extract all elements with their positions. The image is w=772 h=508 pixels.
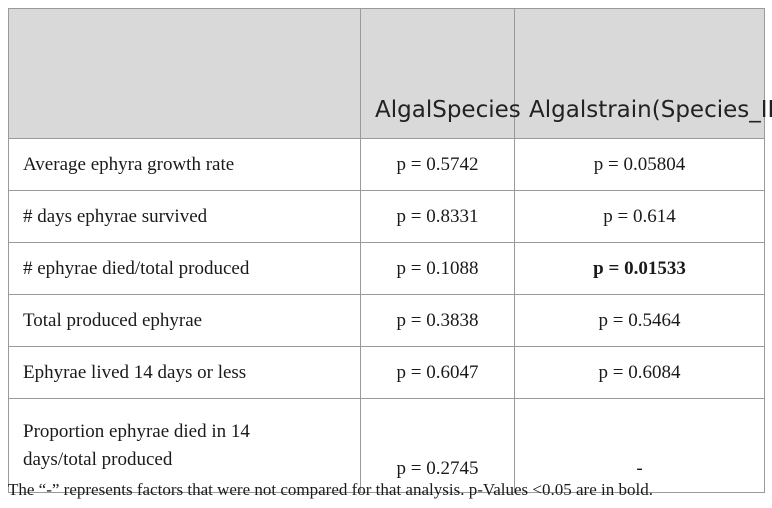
text-line: Total produced ephyrae: [23, 309, 203, 331]
table-row: # ephyrae died/total produced p = 0.1088 p…: [8, 242, 765, 295]
header-cell: [8, 8, 361, 139]
value-cell: p = 0.2745: [360, 398, 515, 493]
value-cell: p = 0.8331: [360, 190, 515, 243]
table-row: Proportion ephyrae died in 14 days/total …: [8, 398, 765, 493]
row-label: Total produced ephyrae: [8, 294, 361, 347]
footnote: The “-” represents factors that were not…: [8, 480, 653, 499]
text-line: Average ephyra growth rate: [23, 153, 235, 175]
table-row: Average ephyra growth rate p = 0.5742 p = …: [8, 138, 765, 191]
value-cell: p = 0.3838: [360, 294, 515, 347]
row-label: Proportion ephyrae died in 14 days/total …: [8, 398, 361, 493]
table-body: Average ephyra growth rate p = 0.5742 p = …: [8, 138, 765, 493]
value-cell: p = 0.5464: [514, 294, 765, 347]
text-line: Algal: [529, 97, 587, 123]
value-cell: p = 0.01533: [514, 242, 765, 295]
row-label: # ephyrae died/total produced: [8, 242, 361, 295]
value-cell: p = 0.6084: [514, 346, 765, 399]
value-cell: p = 0.5742: [360, 138, 515, 191]
text-line: (Species_ID): [651, 97, 772, 123]
text-line: Species: [432, 97, 521, 123]
text-line: Algal: [375, 97, 433, 123]
text-line: # ephyrae died/total produced: [23, 257, 250, 279]
value-cell: p = 0.05804: [514, 138, 765, 191]
table-row: # days ephyrae survived p = 0.8331 p = 0.6…: [8, 190, 765, 243]
text-line: strain: [586, 97, 652, 123]
table-row: Total produced ephyrae p = 0.3838 p = 0.54…: [8, 294, 765, 347]
header-cell: Algalstrain(Species_ID): [514, 8, 772, 139]
table-row: Ephyrae lived 14 days or less p = 0.6047 p…: [8, 346, 765, 399]
header-cell: AlgalSpecies: [360, 8, 521, 139]
text-line: # days ephyrae survived: [23, 205, 208, 227]
row-label: Average ephyra growth rate: [8, 138, 361, 191]
text-line: days/total produced: [23, 448, 173, 470]
row-label: Ephyrae lived 14 days or less: [8, 346, 361, 399]
value-cell: p = 0.6047: [360, 346, 515, 399]
text-line: Proportion ephyrae died in 14: [23, 420, 250, 442]
value-cell: p = 0.614: [514, 190, 765, 243]
value-cell: -: [514, 398, 765, 493]
value-cell: p = 0.1088: [360, 242, 515, 295]
row-label: # days ephyrae survived: [8, 190, 361, 243]
text-line: Ephyrae lived 14 days or less: [23, 361, 247, 383]
